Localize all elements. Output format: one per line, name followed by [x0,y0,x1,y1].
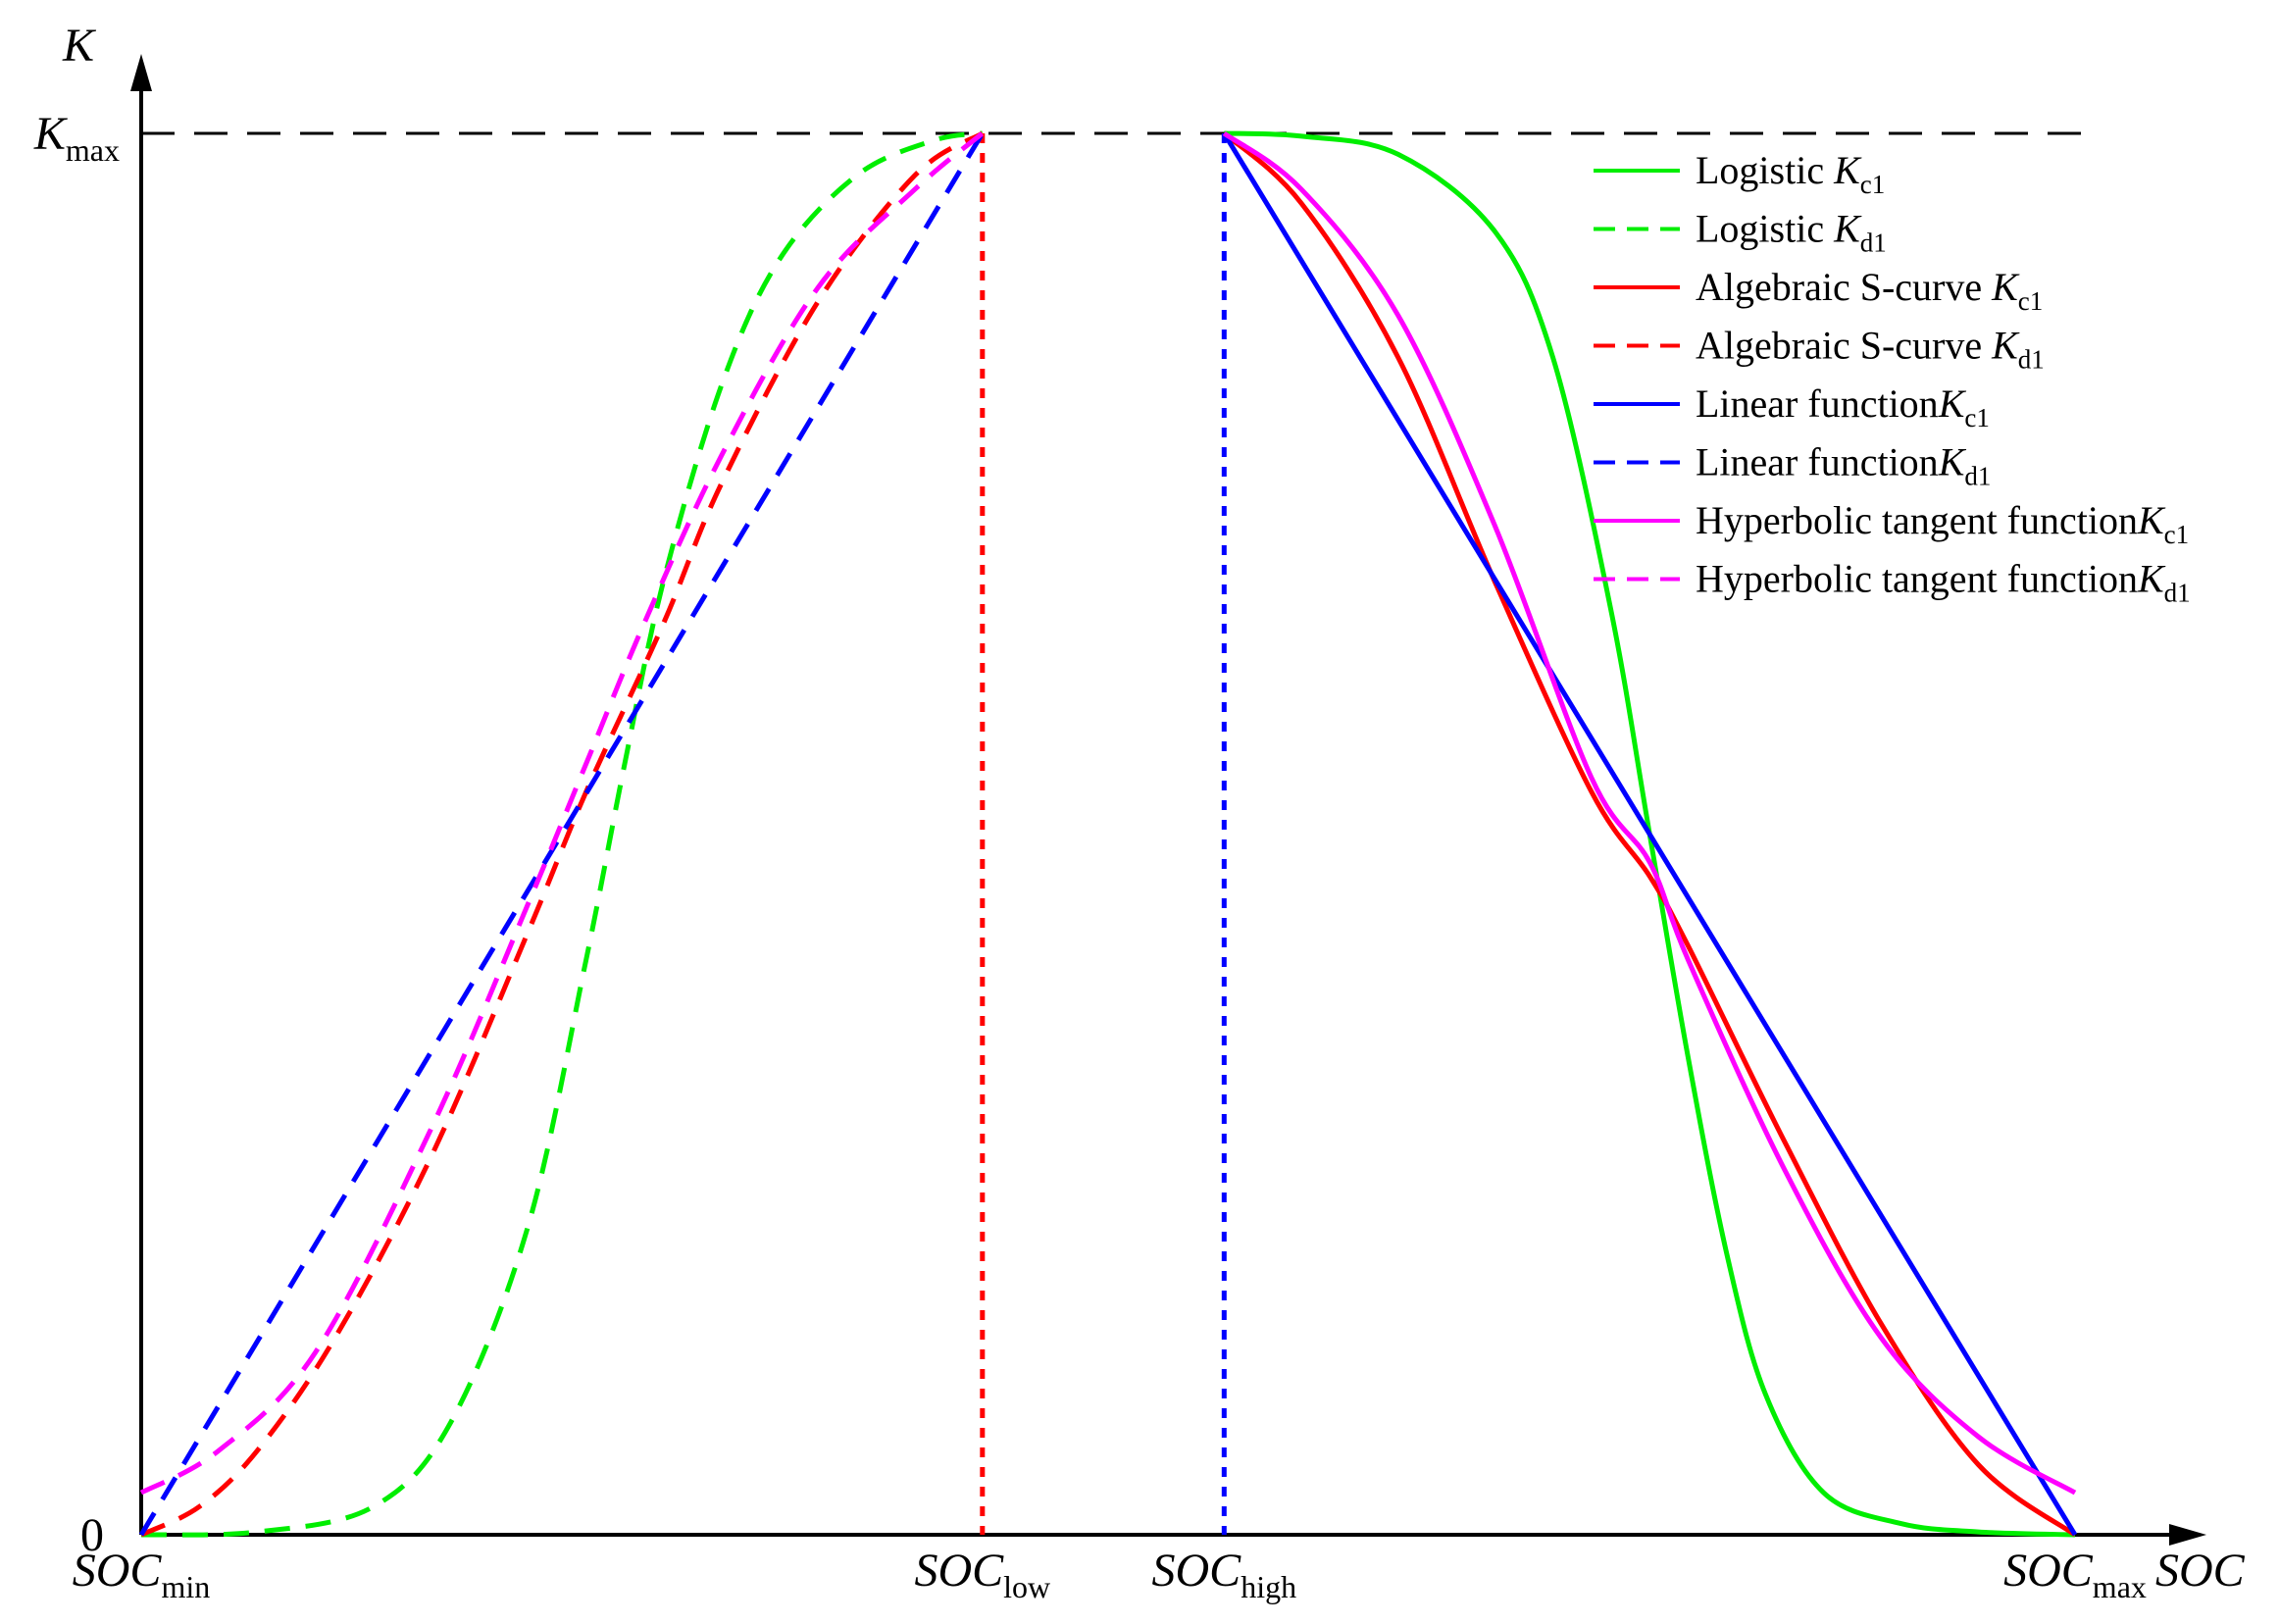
series-hyperbolic-tangent-function-k-d1 [139,131,985,1496]
legend-label: Hyperbolic tangent functionKd1 [1696,557,2191,608]
legend-label: Linear functionKd1 [1696,440,1991,491]
y-axis-arrowhead [130,54,152,91]
y-tick-label-0: 0 [80,1509,104,1561]
series-algebraic-s-curve-k-d1 [139,130,985,1538]
legend-label: Logistic Kd1 [1696,207,1887,258]
legend-item-hyperbolic-tangent-function-k-c1: Hyperbolic tangent functionKc1 [1594,498,2189,549]
legend-label: Logistic Kc1 [1696,148,1885,199]
legend-item-linear-function-k-c1: Linear functionKc1 [1594,381,1990,432]
legend-item-algebraic-s-curve-k-d1: Algebraic S-curve Kd1 [1594,324,2045,375]
x-tick-label-low: SOClow [914,1545,1050,1604]
legend-item-linear-function-k-d1: Linear functionKd1 [1594,440,1991,491]
series-hyperbolic-tangent-function-k-c1 [1222,130,2077,1496]
x-axis-label: SOC [2155,1545,2246,1597]
legend-label: Linear functionKc1 [1696,381,1990,432]
legend-item-hyperbolic-tangent-function-k-d1: Hyperbolic tangent functionKd1 [1594,557,2191,608]
legend-item-logistic-k-d1: Logistic Kd1 [1594,207,1887,258]
reference-lines [141,131,2089,1535]
legend: Logistic Kc1 Logistic Kd1 Algebraic S-curv… [1594,148,2191,608]
legend-item-logistic-k-c1: Logistic Kc1 [1594,148,1885,199]
x-axis-arrowhead [2169,1524,2206,1546]
y-axis-label: K [62,20,97,72]
series-linear-function-k-d1 [138,131,985,1537]
legend-label: Algebraic S-curve Kc1 [1696,265,2043,316]
series-algebraic-s-curve-k-c1 [1222,131,2077,1538]
series-layer [138,130,2078,1538]
series-logistic-k-d1 [140,130,984,1538]
tick-labels: SOCmin SOClow SOChigh SOCmax 0 Kmax [33,108,2147,1604]
y-tick-label-max: Kmax [33,108,120,168]
legend-item-algebraic-s-curve-k-c1: Algebraic S-curve Kc1 [1594,265,2043,316]
x-tick-label-high: SOChigh [1152,1545,1297,1604]
x-tick-label-min: SOCmin [73,1545,210,1604]
x-tick-label-max: SOCmax [2003,1545,2147,1604]
legend-label: Algebraic S-curve Kd1 [1696,324,2045,375]
series-linear-function-k-c1 [1222,131,2078,1537]
legend-label: Hyperbolic tangent functionKc1 [1696,498,2189,549]
